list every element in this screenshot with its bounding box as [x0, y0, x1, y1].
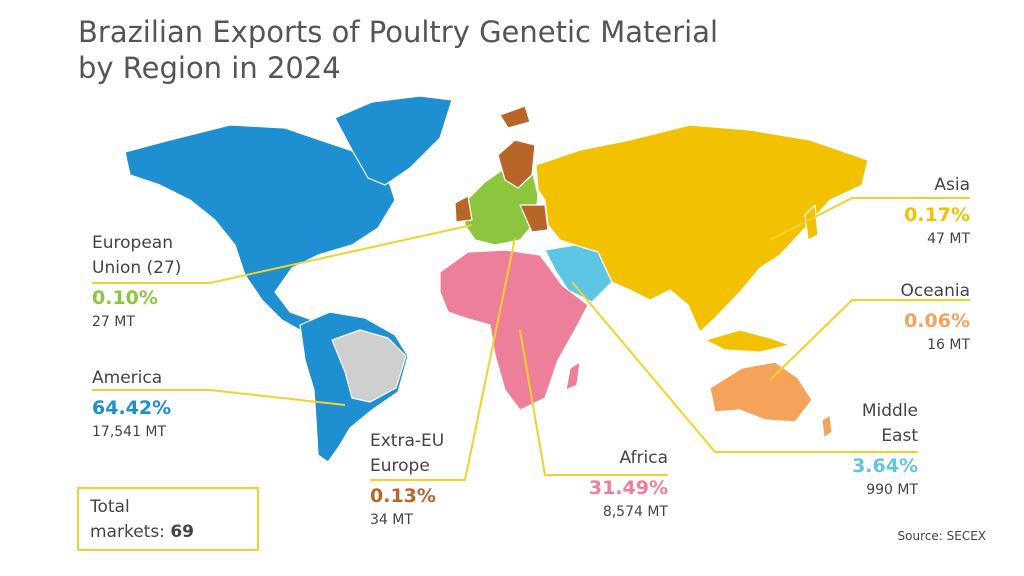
- total-label: markets:: [90, 522, 165, 542]
- region-name: European: [92, 233, 173, 253]
- map-australia: [709, 361, 813, 423]
- region-amount: 8,574 MT: [603, 504, 669, 520]
- total-line: markets: 69: [90, 522, 194, 542]
- leader-line: [519, 329, 668, 476]
- region-name: Asia: [934, 175, 970, 195]
- region-amount: 34 MT: [370, 512, 413, 528]
- map-africa: [439, 249, 589, 411]
- region-amount: 990 MT: [866, 482, 918, 498]
- region-share: 0.13%: [370, 485, 436, 507]
- leader-line: [92, 389, 346, 406]
- total-box: [77, 487, 259, 551]
- leader-line: [769, 299, 970, 381]
- map-madagascar: [565, 361, 581, 391]
- region-name: East: [881, 426, 918, 446]
- region-amount: 16 MT: [927, 337, 970, 353]
- region-name: Africa: [620, 448, 669, 468]
- source: Source: SECEX: [898, 529, 986, 543]
- total-value: 69: [170, 522, 194, 542]
- region-name: Middle: [862, 401, 918, 421]
- region-name: America: [92, 368, 162, 388]
- world-map: [124, 95, 869, 463]
- map-east-europe: [519, 204, 549, 233]
- leader-lines: [92, 197, 970, 481]
- leader-line: [571, 281, 918, 453]
- region-share: 0.06%: [904, 310, 970, 332]
- map-north-america: [124, 124, 396, 331]
- region-share: 0.17%: [904, 204, 970, 226]
- map-uk: [454, 195, 473, 223]
- region-amount: 17,541 MT: [92, 424, 167, 440]
- region-amount: 27 MT: [92, 314, 135, 330]
- leader-line: [769, 197, 970, 241]
- region-share: 0.10%: [92, 287, 158, 309]
- region-name: Union (27): [92, 258, 181, 278]
- map-japan: [804, 204, 819, 241]
- region-amount: 47 MT: [927, 231, 970, 247]
- map-se-asia-islands: [704, 329, 791, 353]
- leader-line: [92, 224, 473, 284]
- map-scandinavia: [497, 139, 536, 189]
- leader-line: [370, 237, 516, 481]
- map-greenland: [334, 95, 453, 186]
- region-share: 64.42%: [92, 397, 171, 419]
- region-name: Europe: [370, 456, 430, 476]
- region-name: Extra-EU: [370, 431, 444, 451]
- region-share: 31.49%: [589, 477, 668, 499]
- map-iceland: [499, 105, 531, 129]
- total-label: Total: [89, 497, 130, 517]
- map-new-zealand: [821, 414, 833, 439]
- title-line: by Region in 2024: [78, 51, 341, 85]
- map-brazil: [331, 329, 407, 403]
- region-name: Oceania: [900, 281, 970, 301]
- title-line: Brazilian Exports of Poultry Genetic Mat…: [78, 15, 718, 49]
- map-asia: [535, 124, 869, 333]
- region-share: 3.64%: [852, 455, 918, 477]
